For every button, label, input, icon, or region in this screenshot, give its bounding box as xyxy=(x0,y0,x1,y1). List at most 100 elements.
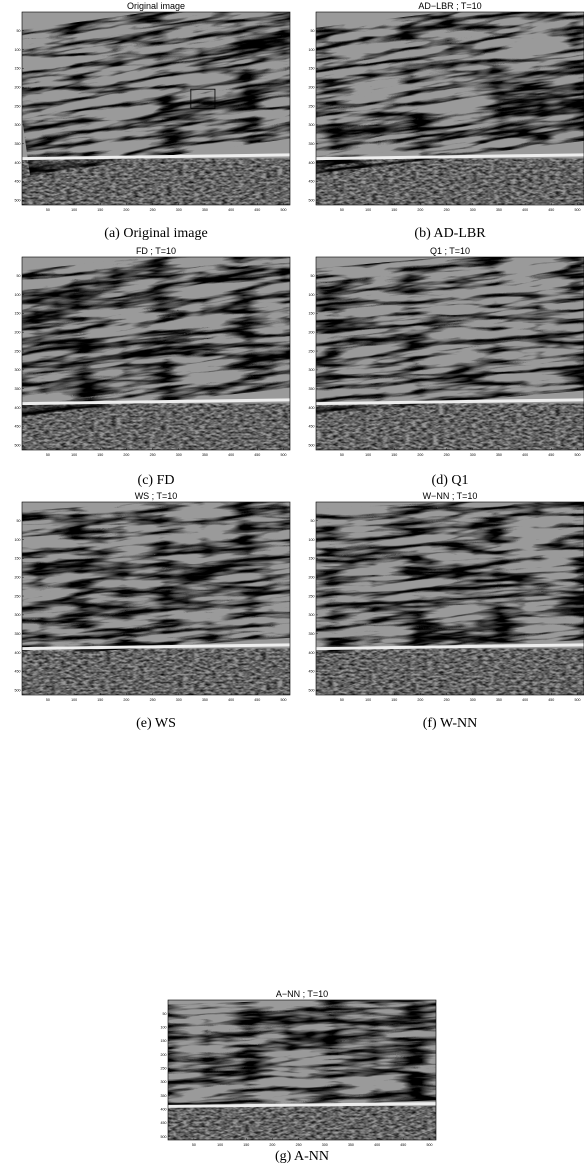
y-tick-label: 300 xyxy=(309,368,315,372)
x-tick-label: 300 xyxy=(176,453,182,457)
x-tick-label: 150 xyxy=(97,453,103,457)
x-tick-label: 250 xyxy=(444,208,450,212)
y-tick-label: 50 xyxy=(17,274,21,278)
image xyxy=(22,502,290,695)
x-tick-label: 250 xyxy=(444,453,450,457)
panel: W−NN ; T=10 50 100 150 200 250 300 350 400 450 500… xyxy=(309,491,584,731)
y-tick-label: 200 xyxy=(15,576,21,580)
x-tick-label: 250 xyxy=(150,698,156,702)
y-tick-label: 400 xyxy=(15,161,21,165)
y-tick-label: 250 xyxy=(309,349,315,353)
image-frame xyxy=(167,999,437,1141)
x-tick-label: 400 xyxy=(374,1143,380,1147)
x-tick-label: 300 xyxy=(470,453,476,457)
x-tick-label: 450 xyxy=(254,208,260,212)
x-tick-label: 50 xyxy=(192,1143,196,1147)
image-frame xyxy=(21,501,291,696)
x-tick-label: 50 xyxy=(46,453,50,457)
panel-title: FD ; T=10 xyxy=(136,246,176,256)
noise-texture xyxy=(168,1106,436,1140)
x-tick-label: 400 xyxy=(228,453,234,457)
x-tick-label: 100 xyxy=(217,1143,223,1147)
y-tick-label: 150 xyxy=(15,557,21,561)
caption: (a) Original image xyxy=(104,226,207,241)
x-tick-label: 200 xyxy=(123,453,129,457)
x-tick-label: 400 xyxy=(522,698,528,702)
noise-texture xyxy=(22,403,290,450)
y-tick-label: 50 xyxy=(311,274,315,278)
x-tick-label: 350 xyxy=(202,698,208,702)
crease xyxy=(316,643,584,651)
image-frame xyxy=(315,11,584,206)
image-frame xyxy=(315,256,584,451)
y-tick-label: 100 xyxy=(161,1026,167,1030)
ridge-texture xyxy=(316,12,584,174)
panel-title: AD−LBR ; T=10 xyxy=(418,1,481,11)
x-tick-label: 300 xyxy=(176,698,182,702)
y-tick-label: 300 xyxy=(15,123,21,127)
x-tick-label: 250 xyxy=(150,208,156,212)
noise-texture xyxy=(22,648,290,695)
x-tick-label: 450 xyxy=(400,1143,406,1147)
y-tick-label: 200 xyxy=(161,1053,167,1057)
y-tick-label: 450 xyxy=(309,180,315,184)
y-tick-label: 200 xyxy=(309,86,315,90)
y-tick-label: 300 xyxy=(309,613,315,617)
x-tick-label: 350 xyxy=(348,1143,354,1147)
y-tick-label: 300 xyxy=(15,613,21,617)
y-tick-label: 350 xyxy=(15,387,21,391)
image xyxy=(22,257,290,450)
y-tick-label: 100 xyxy=(309,293,315,297)
y-tick-label: 250 xyxy=(15,104,21,108)
x-tick-label: 100 xyxy=(71,453,77,457)
panel-title: Q1 ; T=10 xyxy=(430,246,470,256)
y-tick-label: 400 xyxy=(309,406,315,410)
y-tick-label: 100 xyxy=(309,48,315,52)
x-tick-label: 250 xyxy=(444,698,450,702)
y-tick-label: 400 xyxy=(161,1108,167,1112)
panel-title: WS ; T=10 xyxy=(135,491,178,501)
caption: (f) W-NN xyxy=(423,716,478,731)
caption: (e) WS xyxy=(136,716,176,731)
y-tick-label: 100 xyxy=(15,538,21,542)
x-tick-label: 100 xyxy=(71,208,77,212)
x-tick-label: 350 xyxy=(496,698,502,702)
panel: A−NN ; T=10 50 100 150 200 250 300 350 400 450 500… xyxy=(161,989,437,1164)
y-tick-label: 450 xyxy=(309,425,315,429)
y-tick-label: 200 xyxy=(309,331,315,335)
y-tick-label: 400 xyxy=(15,406,21,410)
y-tick-label: 200 xyxy=(15,86,21,90)
crease xyxy=(316,153,584,161)
x-tick-label: 450 xyxy=(548,698,554,702)
y-tick-label: 50 xyxy=(17,519,21,523)
x-tick-label: 50 xyxy=(340,453,344,457)
ridge-texture xyxy=(22,12,290,175)
panel-title: W−NN ; T=10 xyxy=(423,491,478,501)
x-tick-label: 300 xyxy=(470,208,476,212)
x-tick-label: 300 xyxy=(176,208,182,212)
y-tick-label: 500 xyxy=(309,444,315,448)
noise-texture xyxy=(22,158,290,205)
y-tick-label: 450 xyxy=(161,1121,167,1125)
x-tick-label: 200 xyxy=(123,208,129,212)
ridge-texture xyxy=(168,1000,436,1112)
x-tick-label: 450 xyxy=(548,453,554,457)
x-tick-label: 500 xyxy=(426,1143,432,1147)
y-tick-label: 400 xyxy=(15,651,21,655)
image xyxy=(316,12,584,205)
x-tick-label: 250 xyxy=(296,1143,302,1147)
noise-texture xyxy=(316,648,584,695)
y-tick-label: 400 xyxy=(309,651,315,655)
ridge-texture xyxy=(316,502,584,656)
x-tick-label: 200 xyxy=(417,208,423,212)
caption: (c) FD xyxy=(138,473,175,488)
roi-box xyxy=(190,88,216,109)
x-tick-label: 400 xyxy=(522,453,528,457)
y-tick-label: 350 xyxy=(309,142,315,146)
panel: Q1 ; T=10 50 100 150 200 250 300 350 400 450 500 50… xyxy=(309,246,584,488)
ridge-texture xyxy=(22,502,290,658)
y-tick-label: 500 xyxy=(309,199,315,203)
x-tick-label: 500 xyxy=(574,453,580,457)
y-tick-label: 200 xyxy=(309,576,315,580)
